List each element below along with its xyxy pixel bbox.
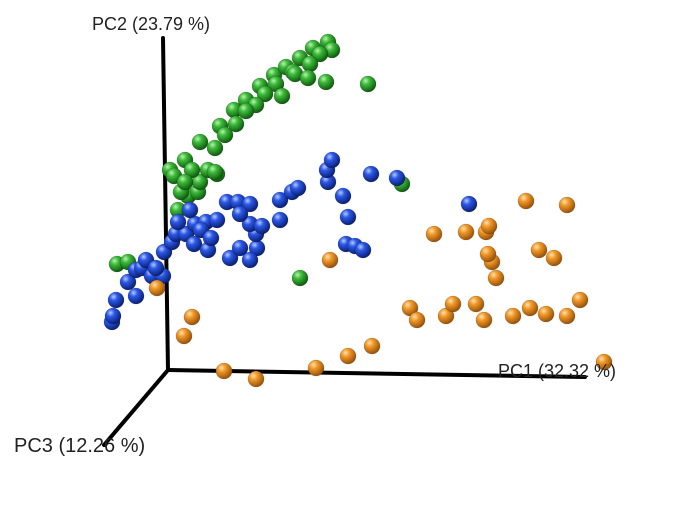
point-series-2-16 (558, 196, 576, 214)
point-series-1-18 (185, 235, 203, 253)
point-series-2-12 (457, 223, 475, 241)
point-series-2-15 (517, 192, 535, 210)
point-series-1-21 (231, 239, 249, 257)
point-series-1-42 (362, 165, 380, 183)
point-series-1-29 (231, 205, 249, 223)
point-series-1-35 (289, 179, 307, 197)
point-series-2-29 (571, 291, 589, 309)
point-series-1-49 (202, 229, 220, 247)
pc1-axis (166, 368, 587, 379)
pc2-axis (161, 36, 170, 372)
point-series-2-8 (321, 251, 339, 269)
point-series-0-2 (191, 133, 209, 151)
point-series-2-7 (363, 337, 381, 355)
point-series-2-22 (444, 295, 462, 313)
point-series-1-48 (181, 201, 199, 219)
point-series-2-2 (175, 327, 193, 345)
point-series-2-10 (408, 311, 426, 329)
point-series-0-37 (183, 161, 201, 179)
point-series-2-18 (487, 269, 505, 287)
point-series-2-11 (437, 307, 455, 325)
point-series-1-2 (107, 291, 125, 309)
point-series-0-20 (227, 115, 245, 133)
point-series-0-19 (237, 102, 255, 120)
pc1-axis-label: PC1 (32.32 %) (498, 361, 616, 381)
point-series-2-26 (521, 299, 539, 317)
point-series-0-42 (291, 269, 309, 287)
point-series-2-5 (307, 359, 325, 377)
point-series-1-33 (271, 191, 289, 209)
point-series-0-34 (206, 163, 224, 181)
data-points (103, 33, 613, 388)
point-series-1-10 (147, 259, 165, 277)
point-series-1-31 (208, 211, 226, 229)
point-series-2-28 (558, 307, 576, 325)
point-series-1-4 (119, 273, 137, 291)
axes (102, 36, 587, 447)
point-series-2-6 (339, 347, 357, 365)
point-series-2-20 (479, 245, 497, 263)
point-series-1-15 (169, 213, 187, 231)
point-series-2-27 (537, 305, 555, 323)
point-series-1-28 (241, 195, 259, 213)
point-series-1-38 (339, 208, 357, 226)
point-series-2-3 (215, 362, 233, 380)
point-series-2-0 (148, 279, 166, 297)
point-series-1-43 (388, 169, 406, 187)
point-series-0-25 (273, 87, 291, 105)
point-series-2-30 (595, 353, 613, 371)
point-series-1-41 (354, 241, 372, 259)
point-series-2-17 (530, 241, 548, 259)
point-series-0-14 (301, 55, 319, 73)
point-series-2-25 (504, 307, 522, 325)
point-series-2-21 (545, 249, 563, 267)
point-series-0-21 (216, 126, 234, 144)
point-series-1-46 (323, 151, 341, 169)
point-series-1-3 (127, 287, 145, 305)
pc3-axis (102, 368, 170, 447)
point-series-2-31 (425, 225, 443, 243)
point-series-2-14 (480, 217, 498, 235)
point-series-2-9 (401, 299, 419, 317)
point-series-0-24 (299, 69, 317, 87)
point-series-1-44 (460, 195, 478, 213)
point-series-0-17 (256, 85, 274, 103)
point-series-0-27 (359, 75, 377, 93)
point-series-2-1 (183, 308, 201, 326)
point-series-2-23 (467, 295, 485, 313)
point-series-1-32 (271, 211, 289, 229)
point-series-0-38 (176, 173, 194, 191)
point-series-0-26 (317, 73, 335, 91)
point-series-0-22 (206, 139, 224, 157)
point-series-2-24 (475, 311, 493, 329)
point-series-1-30 (253, 217, 271, 235)
point-series-1-1 (104, 307, 122, 325)
pc2-axis-label: PC2 (23.79 %) (92, 14, 210, 34)
pc3-axis-label: PC3 (12.26 %) (14, 435, 145, 457)
point-series-0-13 (311, 45, 329, 63)
point-series-1-37 (334, 187, 352, 205)
point-series-1-20 (221, 249, 239, 267)
point-series-1-23 (241, 251, 259, 269)
point-series-2-4 (247, 370, 265, 388)
